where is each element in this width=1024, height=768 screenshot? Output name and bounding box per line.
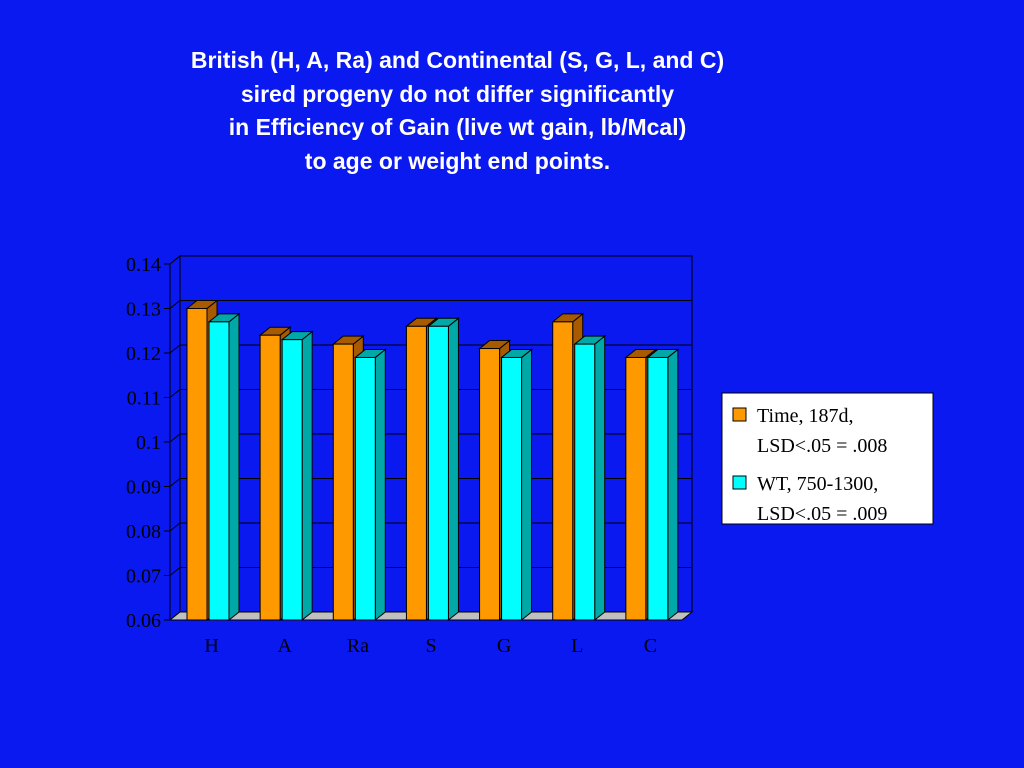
x-tick-label: G (497, 635, 511, 657)
y-tick-label: 0.09 (126, 477, 161, 499)
y-tick-label: 0.12 (126, 343, 161, 365)
y-tick-label: 0.14 (126, 254, 161, 276)
x-tick-label: C (644, 635, 657, 657)
bar-A-series-2-side (301, 330, 313, 622)
bar-Ra-series-2 (354, 356, 376, 621)
bar-S-series-2-side (447, 317, 459, 622)
x-tick-label: H (204, 635, 218, 657)
bar-G-series-1 (479, 348, 501, 621)
gridline-side (169, 255, 181, 265)
slide-title: British (H, A, Ra) and Continental (S, G… (0, 44, 915, 178)
gridline-side (169, 522, 181, 532)
legend-label-series-2: WT, 750-1300, (757, 473, 878, 495)
bar-H-series-2 (208, 321, 230, 621)
legend-box (721, 392, 934, 525)
title-line-3: in Efficiency of Gain (live wt gain, lb/… (228, 114, 687, 140)
legend-swatch-series-1 (732, 407, 747, 422)
bar-Ra-series-1 (332, 343, 354, 621)
bar-C-series-2 (647, 356, 669, 621)
y-tick-label: 0.13 (126, 299, 161, 321)
title-line-4: to age or weight end points. (304, 147, 611, 174)
legend-label-series-1: Time, 187d, (757, 405, 854, 427)
bar-H-series-1 (186, 308, 208, 621)
gridline-side (169, 389, 181, 398)
bar-Ra-series-2-side (374, 348, 386, 622)
bar-G-series-2 (501, 356, 523, 621)
bar-S-series-1 (405, 325, 427, 621)
gridline-side (169, 300, 181, 309)
x-tick-label: A (277, 635, 292, 657)
x-tick-label: S (425, 635, 436, 657)
title-line-1: British (H, A, Ra) and Continental (S, G… (190, 47, 725, 73)
bar-C-series-1 (625, 356, 647, 621)
bar-L-series-2 (574, 343, 596, 621)
gridline-side (169, 344, 181, 354)
x-tick-label: L (571, 635, 583, 657)
bar-A-series-2 (281, 339, 303, 621)
title-line-2: sired progeny do not differ significantl… (240, 80, 675, 107)
bar-G-series-2-side (521, 348, 533, 622)
bar-C-series-2-side (667, 348, 679, 622)
bar-L-series-2-side (594, 335, 606, 622)
x-tick-label: Ra (347, 635, 369, 657)
legend-label-series-2: LSD<.05 = .009 (757, 503, 887, 525)
bar-S-series-2 (427, 325, 449, 621)
y-tick-label: 0.06 (126, 610, 161, 632)
gridline-side (169, 567, 181, 576)
gridline-side (169, 433, 181, 443)
legend-label-series-1: LSD<.05 = .008 (757, 435, 887, 457)
y-tick-label: 0.1 (136, 432, 161, 454)
bar-A-series-1 (259, 334, 281, 621)
gridline-side (169, 478, 181, 487)
bar-H-series-2-side (228, 312, 240, 622)
y-tick-label: 0.11 (127, 388, 161, 410)
y-tick-label: 0.08 (126, 521, 161, 543)
y-tick-label: 0.07 (126, 566, 161, 588)
legend-swatch-series-2 (732, 475, 747, 490)
bar-L-series-1 (552, 321, 574, 621)
